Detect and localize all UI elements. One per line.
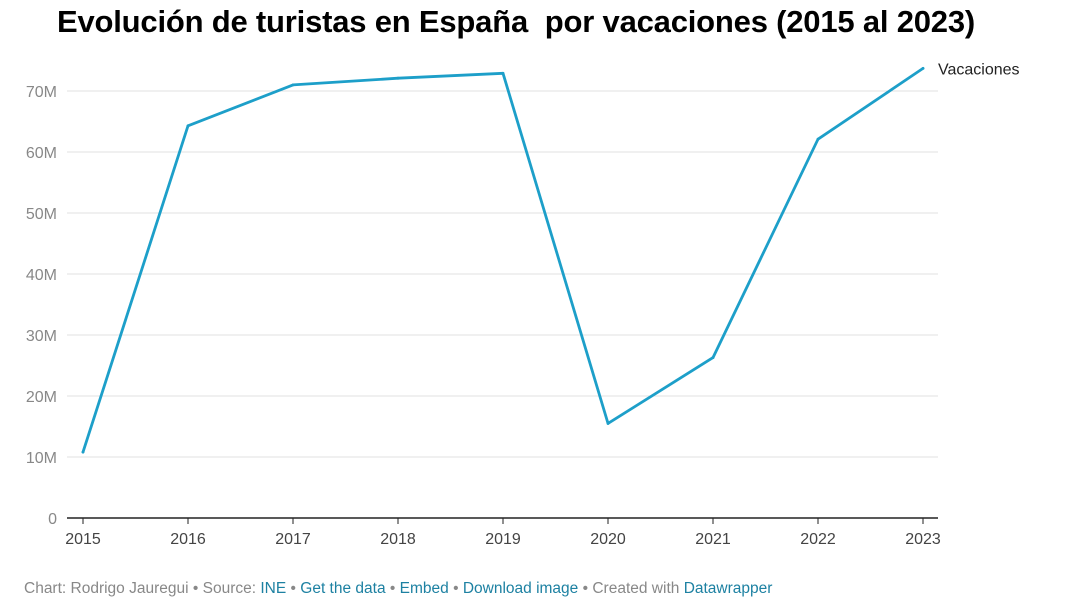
footer-separator: • (290, 580, 296, 597)
gridlines (67, 90, 938, 519)
data-point (921, 67, 925, 70)
x-tick-label: 2018 (380, 531, 416, 548)
y-tick-label: 20M (26, 389, 57, 406)
footer-separator: • (192, 580, 199, 597)
data-point (81, 450, 85, 454)
footer-separator: • (582, 580, 589, 597)
data-point (186, 124, 190, 128)
y-tick-label: 50M (26, 206, 57, 223)
footer-source-link[interactable]: INE (260, 580, 287, 597)
y-tick-label: 70M (26, 84, 57, 101)
data-point (711, 356, 715, 359)
datawrapper-link[interactable]: Datawrapper (683, 580, 773, 597)
data-point (501, 71, 505, 75)
footer-created-with: Created with (592, 580, 680, 597)
y-tick-label: 0 (48, 511, 57, 528)
data-point (291, 83, 295, 87)
series-lines (81, 67, 925, 454)
y-tick-label: 60M (26, 145, 57, 162)
x-tick-label: 2016 (170, 531, 206, 548)
x-tick-labels: 2015 2016 2017 2018 2019 2020 2021 2022 2023 (65, 518, 941, 548)
footer-credit: Chart: Rodrigo Jauregui (24, 580, 189, 597)
x-tick-label: 2015 (65, 531, 101, 548)
series-line (81, 67, 925, 454)
x-tick-label: 2021 (695, 531, 731, 548)
data-point (606, 422, 610, 425)
get-the-data-link[interactable]: Get the data (300, 580, 386, 597)
x-tick-label: 2017 (275, 531, 311, 548)
data-point (816, 137, 820, 141)
y-tick-label: 40M (26, 267, 57, 284)
data-point (396, 76, 400, 80)
chart-title: Evolución de turistas en España por vaca… (57, 4, 975, 39)
footer-source-label: Source: (202, 580, 257, 597)
x-tick-label: 2019 (485, 531, 521, 548)
x-tick-label: 2023 (905, 531, 941, 548)
x-tick-label: 2020 (590, 531, 626, 548)
y-tick-label: 10M (26, 450, 57, 467)
download-image-link[interactable]: Download image (462, 580, 579, 597)
x-tick-label: 2022 (800, 531, 836, 548)
footer-separator: • (453, 580, 459, 597)
chart-footer: Chart: Rodrigo Jauregui • Source: INE • … (24, 580, 772, 598)
footer-separator: • (389, 580, 396, 597)
y-tick-label: 30M (26, 328, 57, 345)
embed-link[interactable]: Embed (399, 580, 449, 597)
y-tick-labels: 0 10M 20M 30M 40M 50M 60M 70M (26, 84, 57, 528)
series-labels: Vacaciones (938, 61, 1020, 78)
series-label: Vacaciones (938, 61, 1020, 78)
